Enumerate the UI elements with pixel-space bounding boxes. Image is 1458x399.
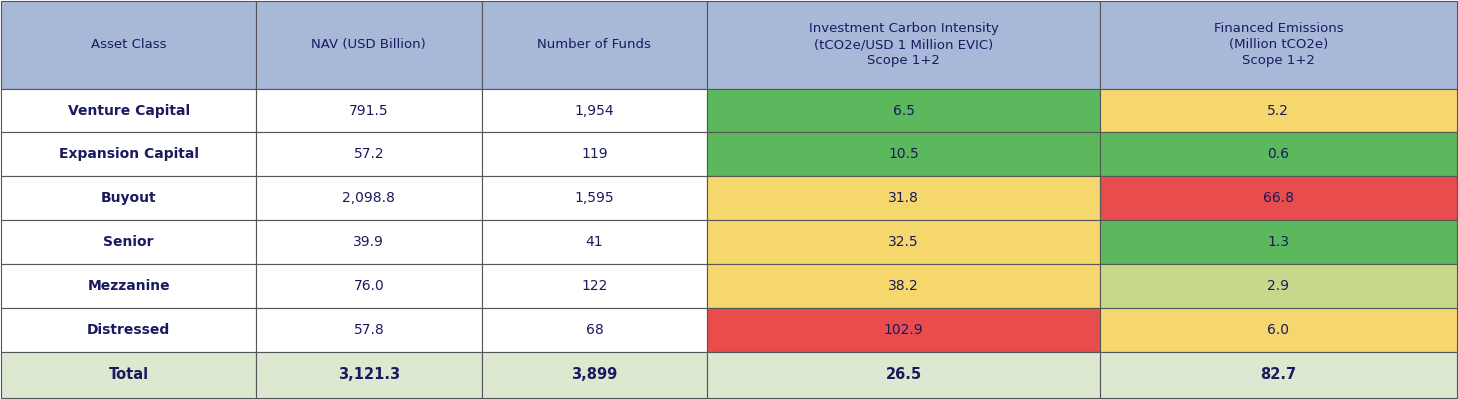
Text: Venture Capital: Venture Capital bbox=[67, 103, 190, 118]
FancyBboxPatch shape bbox=[257, 308, 481, 352]
FancyBboxPatch shape bbox=[707, 220, 1101, 264]
Text: 39.9: 39.9 bbox=[353, 235, 385, 249]
FancyBboxPatch shape bbox=[257, 132, 481, 176]
Text: Senior: Senior bbox=[104, 235, 155, 249]
Text: 6.0: 6.0 bbox=[1267, 323, 1289, 337]
Text: 3,121.3: 3,121.3 bbox=[338, 367, 399, 382]
FancyBboxPatch shape bbox=[1101, 308, 1457, 352]
Text: 0.6: 0.6 bbox=[1267, 147, 1289, 162]
FancyBboxPatch shape bbox=[1101, 220, 1457, 264]
Text: 26.5: 26.5 bbox=[885, 367, 921, 382]
Text: 10.5: 10.5 bbox=[888, 147, 919, 162]
Text: Financed Emissions
(Million tCO2e)
Scope 1+2: Financed Emissions (Million tCO2e) Scope… bbox=[1213, 22, 1343, 67]
Text: 1,595: 1,595 bbox=[574, 192, 614, 205]
Text: Investment Carbon Intensity
(tCO2e/USD 1 Million EVIC)
Scope 1+2: Investment Carbon Intensity (tCO2e/USD 1… bbox=[809, 22, 999, 67]
Text: Mezzanine: Mezzanine bbox=[87, 279, 171, 293]
FancyBboxPatch shape bbox=[1101, 1, 1457, 89]
Text: Asset Class: Asset Class bbox=[90, 38, 166, 51]
Text: 5.2: 5.2 bbox=[1267, 103, 1289, 118]
Text: 102.9: 102.9 bbox=[884, 323, 923, 337]
Text: 2.9: 2.9 bbox=[1267, 279, 1289, 293]
Text: 1,954: 1,954 bbox=[574, 103, 614, 118]
Text: Total: Total bbox=[109, 367, 149, 382]
FancyBboxPatch shape bbox=[1, 176, 257, 220]
FancyBboxPatch shape bbox=[257, 176, 481, 220]
FancyBboxPatch shape bbox=[1101, 176, 1457, 220]
FancyBboxPatch shape bbox=[481, 220, 707, 264]
FancyBboxPatch shape bbox=[1, 220, 257, 264]
FancyBboxPatch shape bbox=[257, 89, 481, 132]
Text: 32.5: 32.5 bbox=[888, 235, 919, 249]
Text: NAV (USD Billion): NAV (USD Billion) bbox=[312, 38, 426, 51]
Text: 31.8: 31.8 bbox=[888, 192, 919, 205]
FancyBboxPatch shape bbox=[481, 132, 707, 176]
FancyBboxPatch shape bbox=[1, 132, 257, 176]
Text: Buyout: Buyout bbox=[101, 192, 156, 205]
FancyBboxPatch shape bbox=[1101, 89, 1457, 132]
FancyBboxPatch shape bbox=[257, 264, 481, 308]
FancyBboxPatch shape bbox=[481, 89, 707, 132]
FancyBboxPatch shape bbox=[707, 132, 1101, 176]
FancyBboxPatch shape bbox=[481, 1, 707, 89]
FancyBboxPatch shape bbox=[481, 176, 707, 220]
FancyBboxPatch shape bbox=[1, 308, 257, 352]
Text: Number of Funds: Number of Funds bbox=[538, 38, 652, 51]
FancyBboxPatch shape bbox=[707, 89, 1101, 132]
Text: 791.5: 791.5 bbox=[348, 103, 389, 118]
FancyBboxPatch shape bbox=[481, 308, 707, 352]
Text: 38.2: 38.2 bbox=[888, 279, 919, 293]
Text: 2,098.8: 2,098.8 bbox=[343, 192, 395, 205]
FancyBboxPatch shape bbox=[257, 1, 481, 89]
FancyBboxPatch shape bbox=[707, 308, 1101, 352]
FancyBboxPatch shape bbox=[1101, 352, 1457, 398]
FancyBboxPatch shape bbox=[1, 264, 257, 308]
Text: 3,899: 3,899 bbox=[572, 367, 618, 382]
Text: 1.3: 1.3 bbox=[1267, 235, 1289, 249]
Text: 76.0: 76.0 bbox=[353, 279, 385, 293]
FancyBboxPatch shape bbox=[257, 220, 481, 264]
Text: 68: 68 bbox=[586, 323, 604, 337]
FancyBboxPatch shape bbox=[707, 1, 1101, 89]
Text: 122: 122 bbox=[582, 279, 608, 293]
FancyBboxPatch shape bbox=[1101, 264, 1457, 308]
Text: Expansion Capital: Expansion Capital bbox=[58, 147, 198, 162]
Text: 6.5: 6.5 bbox=[892, 103, 914, 118]
Text: 119: 119 bbox=[582, 147, 608, 162]
FancyBboxPatch shape bbox=[481, 264, 707, 308]
FancyBboxPatch shape bbox=[707, 352, 1101, 398]
FancyBboxPatch shape bbox=[1, 1, 257, 89]
Text: 66.8: 66.8 bbox=[1263, 192, 1293, 205]
FancyBboxPatch shape bbox=[707, 176, 1101, 220]
FancyBboxPatch shape bbox=[1101, 132, 1457, 176]
FancyBboxPatch shape bbox=[707, 264, 1101, 308]
Text: 41: 41 bbox=[586, 235, 604, 249]
FancyBboxPatch shape bbox=[1, 89, 257, 132]
Text: 57.2: 57.2 bbox=[353, 147, 383, 162]
FancyBboxPatch shape bbox=[1, 352, 257, 398]
Text: 57.8: 57.8 bbox=[353, 323, 385, 337]
Text: 82.7: 82.7 bbox=[1260, 367, 1296, 382]
FancyBboxPatch shape bbox=[481, 352, 707, 398]
Text: Distressed: Distressed bbox=[87, 323, 171, 337]
FancyBboxPatch shape bbox=[257, 352, 481, 398]
